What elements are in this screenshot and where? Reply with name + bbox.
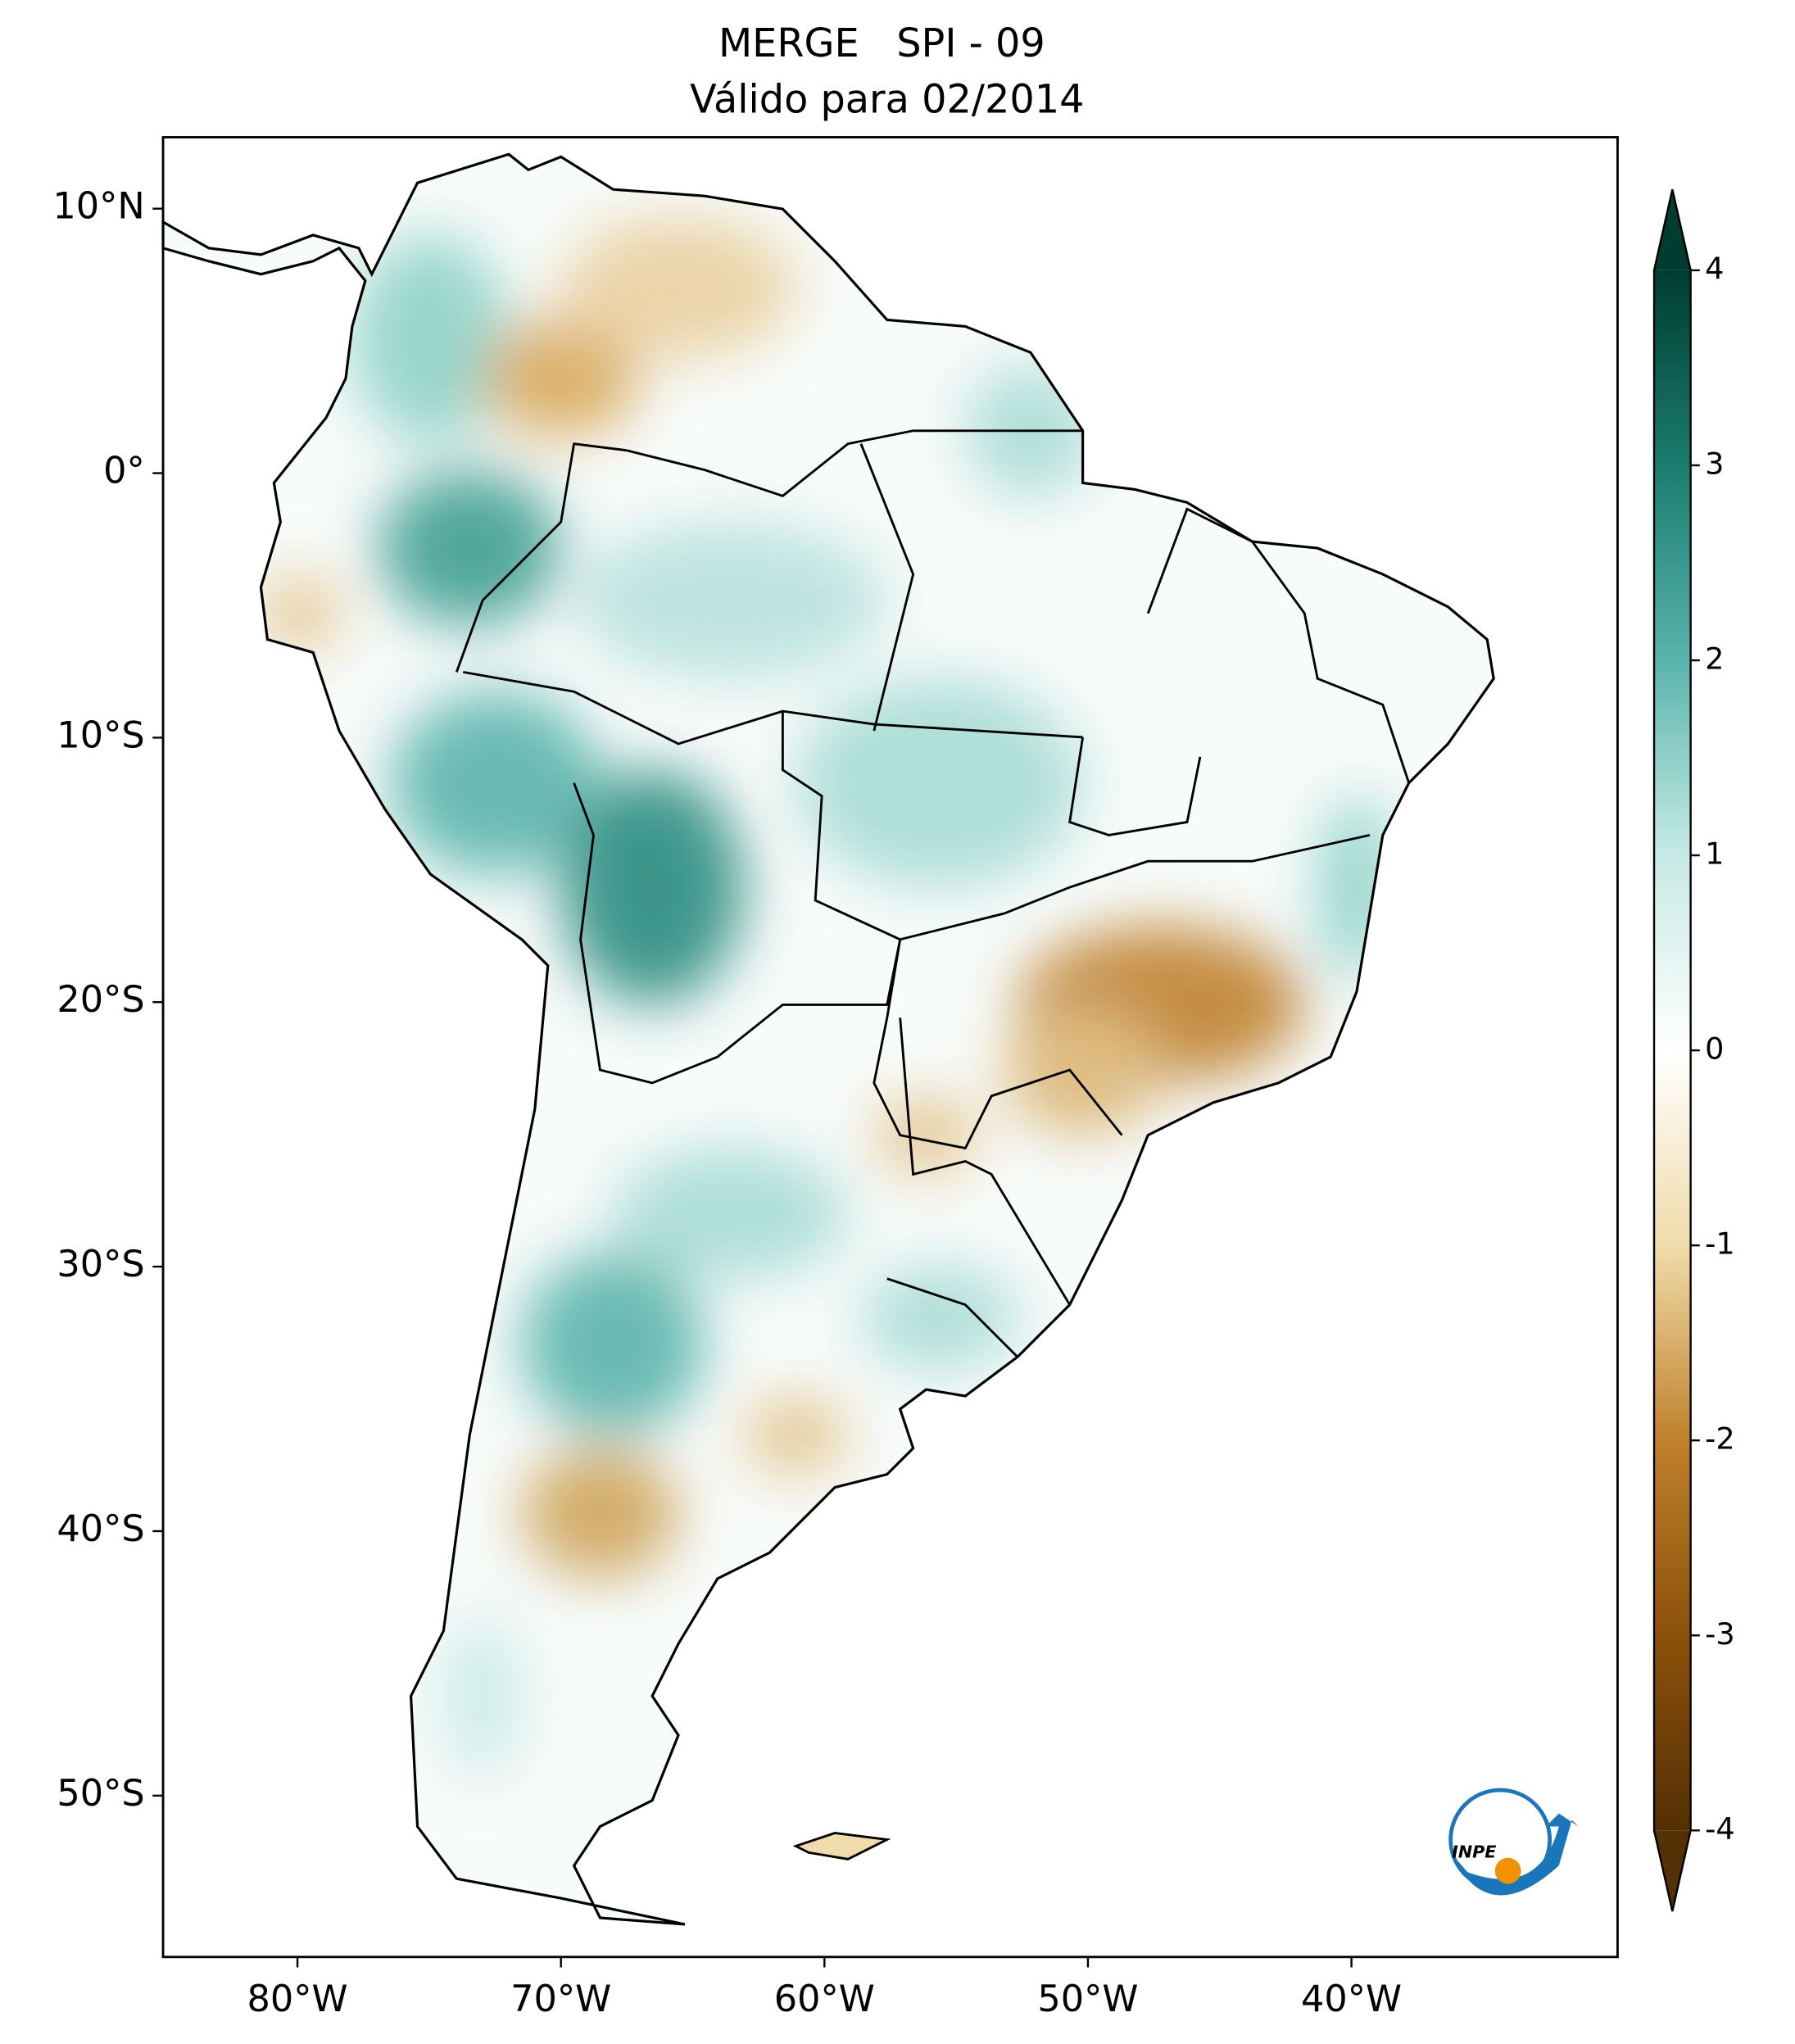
colorbar-tick-label: 4 (1705, 251, 1724, 286)
map-frame (161, 136, 1619, 1959)
y-tick-label: 40°S (57, 1507, 144, 1550)
y-tick-label: 30°S (57, 1243, 144, 1285)
title: MERGE SPI - 09 (718, 21, 1045, 66)
x-tick-label: 50°W (1037, 1978, 1138, 2020)
x-tick-label: 60°W (774, 1978, 875, 2020)
x-tick-label: 70°W (510, 1978, 611, 2020)
colorbar-tick-label: -4 (1705, 1811, 1735, 1847)
colorbar-tick-label: 0 (1705, 1031, 1724, 1067)
borders (455, 429, 1411, 1358)
colorbar-extend-max (1654, 189, 1691, 270)
colorbar: -4 -3 -2 -1 0 1 2 3 4 (1652, 188, 1735, 1912)
logo: INPE (1448, 1788, 1579, 1896)
colorbar-tick-label: -1 (1705, 1226, 1735, 1262)
colorbar-tick-label: 3 (1705, 446, 1724, 481)
axes: 80°W 70°W 60°W 50°W 40°W 10°N 0° 10°S 20°S 30°S 40… (52, 185, 1402, 2020)
colorbar-scale (1654, 270, 1691, 1831)
colorbar-tick-label: 2 (1705, 641, 1724, 677)
colorbar-extend-min (1654, 1830, 1691, 1912)
y-tick-label: 20°S (57, 978, 144, 1021)
y-tick-label: 0° (103, 450, 145, 492)
y-tick-label: 50°S (57, 1772, 144, 1815)
colorbar-tick-label: 1 (1705, 836, 1724, 872)
x-tick-label: 40°W (1301, 1978, 1402, 2020)
y-tick-label: 10°N (52, 185, 144, 228)
falklands (792, 1832, 891, 1860)
y-tick-label: 10°S (57, 714, 144, 756)
subtitle: Válido para 02/2014 (690, 78, 1084, 123)
colorbar-tick-label: -3 (1705, 1616, 1735, 1652)
logo-text: INPE (1452, 1842, 1496, 1861)
colorbar-tick-label: -2 (1705, 1421, 1735, 1457)
x-tick-label: 80°W (247, 1978, 348, 2020)
